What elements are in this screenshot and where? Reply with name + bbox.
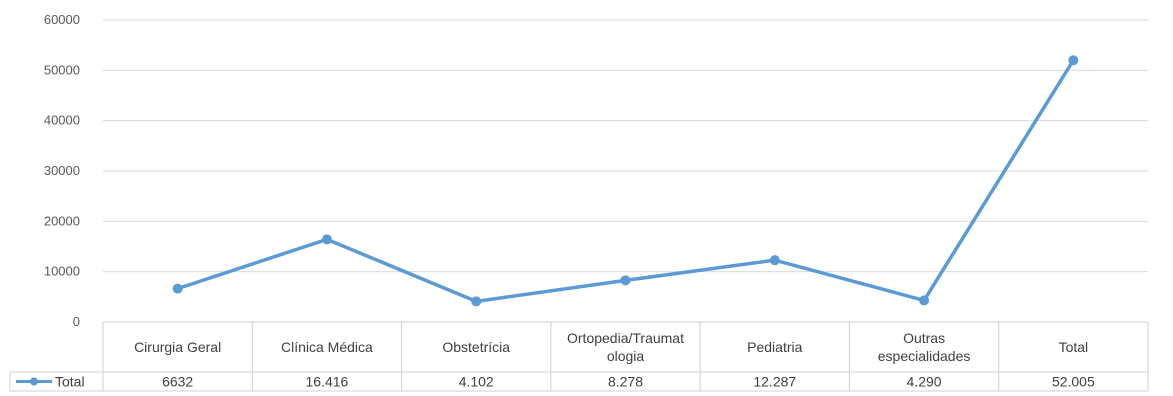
gridlines <box>103 19 1148 273</box>
table-value: 4.102 <box>459 374 494 390</box>
category-label: Ortopedia/Traumat ologia <box>567 330 684 364</box>
data-point <box>1068 55 1079 66</box>
plot-area <box>172 55 1079 307</box>
y-tick-label: 60000 <box>44 12 80 27</box>
y-tick-label: 50000 <box>44 62 80 77</box>
table-value: 4.290 <box>907 374 942 390</box>
y-tick-label: 30000 <box>44 163 80 178</box>
series-line <box>175 58 1076 304</box>
y-axis: 0 10000 20000 30000 40000 50000 60000 <box>44 12 80 329</box>
legend-marker <box>30 377 38 386</box>
category-label: Obstetrícia <box>442 339 510 355</box>
y-tick-label: 0 <box>73 314 80 329</box>
table-value: 12.287 <box>753 374 796 390</box>
category-label: Clínica Médica <box>281 339 373 355</box>
category-label: Cirurgia Geral <box>134 339 221 355</box>
data-point <box>471 296 482 307</box>
y-tick-label: 40000 <box>44 113 80 128</box>
category-label: Total <box>1059 339 1089 355</box>
data-point <box>321 234 332 245</box>
category-label: Outras especialidades <box>878 330 971 364</box>
table-value: 8.278 <box>608 374 643 390</box>
y-tick-label: 10000 <box>44 264 80 279</box>
y-tick-label: 20000 <box>44 213 80 228</box>
data-point <box>769 255 780 266</box>
table-value: 52.005 <box>1052 374 1095 390</box>
data-point <box>919 295 930 306</box>
table-value: 6632 <box>162 374 193 390</box>
data-table: Cirurgia Geral Clínica Médica Obstetrícia O… <box>9 321 1149 392</box>
legend-label: Total <box>55 374 85 390</box>
category-label: Pediatria <box>747 339 802 355</box>
data-point <box>620 275 631 286</box>
data-point <box>172 283 183 294</box>
table-value: 16.416 <box>306 374 349 390</box>
